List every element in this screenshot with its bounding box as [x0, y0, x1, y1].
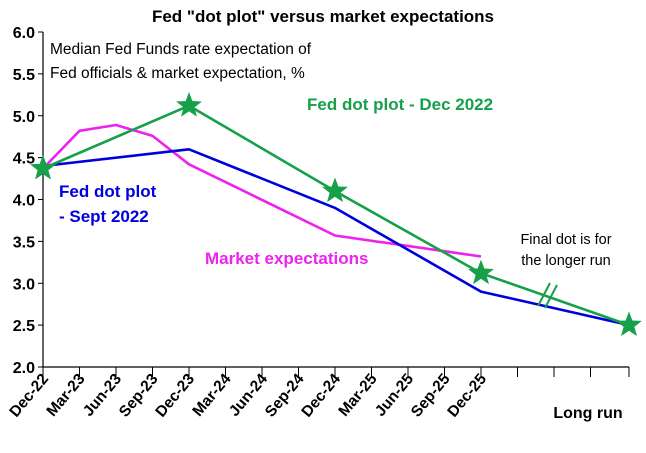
axis-break-mark — [544, 284, 558, 309]
x-tick-label: Dec-23 — [152, 370, 198, 420]
y-tick-label: 2.0 — [13, 360, 35, 377]
y-tick-label: 6.0 — [13, 25, 35, 42]
x-tick-label: Dec-24 — [298, 370, 344, 420]
annotation-text: Final dot is for — [520, 232, 611, 248]
star-marker — [321, 177, 349, 203]
series-layer — [29, 91, 643, 337]
chart-subtitle-line-2: Fed officials & market expectation, % — [50, 65, 305, 82]
star-marker — [615, 311, 643, 337]
y-tick-label: 2.5 — [13, 318, 35, 335]
series-label: Market expectations — [205, 249, 368, 268]
x-tick-label: Mar-24 — [189, 370, 234, 419]
x-long-run-label: Long run — [553, 405, 622, 422]
chart-subtitle-line-1: Median Fed Funds rate expectation of — [50, 41, 312, 58]
x-tick-label: Mar-25 — [335, 370, 380, 419]
x-tick-label: Mar-23 — [43, 370, 88, 419]
x-tick-label: Dec-22 — [6, 371, 52, 421]
series-label: - Sept 2022 — [59, 207, 149, 226]
axis-break-mark — [537, 282, 551, 307]
y-tick-label: 5.5 — [13, 67, 35, 84]
series-label: Fed dot plot — [59, 182, 157, 201]
series-line — [42, 148, 630, 327]
y-tick-label: 3.0 — [13, 276, 35, 293]
chart-title: Fed "dot plot" versus market expectation… — [152, 7, 494, 26]
y-tick-label: 3.5 — [13, 234, 35, 251]
star-marker — [175, 91, 203, 117]
series-label: Fed dot plot - Dec 2022 — [307, 95, 493, 114]
y-tick-label: 4.5 — [13, 151, 35, 168]
y-tick-label: 5.0 — [13, 109, 35, 126]
star-marker — [467, 259, 495, 285]
y-tick-label: 4.0 — [13, 193, 35, 210]
x-tick-label: Dec-25 — [444, 370, 490, 420]
series-line — [42, 123, 482, 258]
star-marker — [29, 154, 57, 180]
annotation-text: the longer run — [521, 253, 610, 269]
series-labels: Fed dot plot - Dec 2022 Fed dot plot - Sep… — [59, 95, 612, 269]
